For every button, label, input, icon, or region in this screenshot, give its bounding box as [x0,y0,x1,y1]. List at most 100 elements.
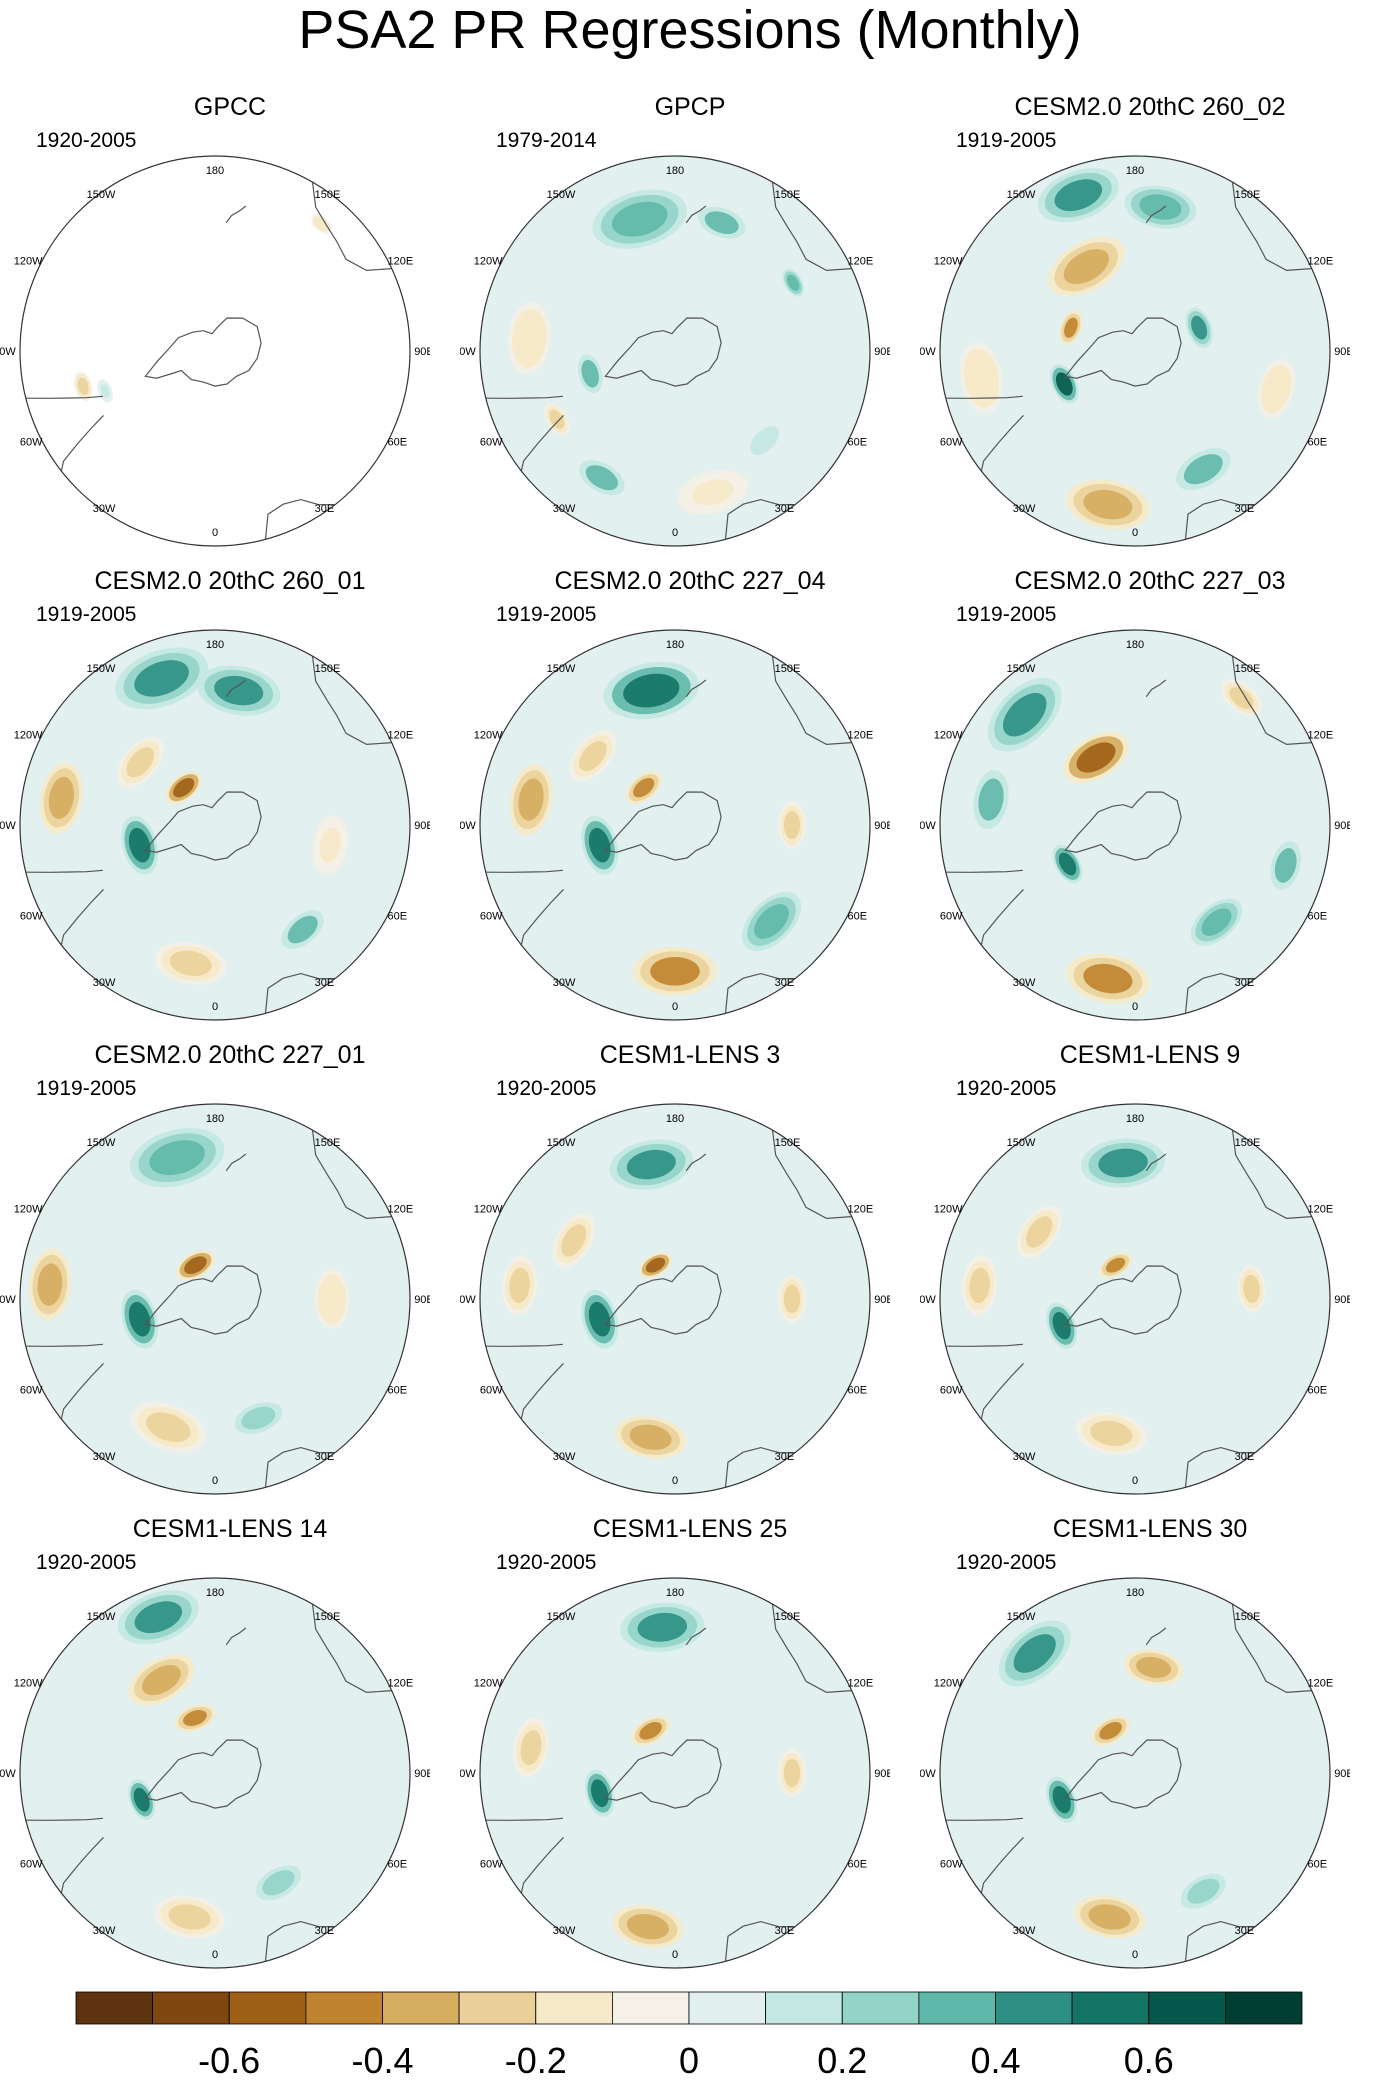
longitude-label: 120W [934,1678,963,1690]
antarctica-coast [1064,1265,1182,1335]
longitude-label: 150W [87,1611,116,1623]
polar-map: 0 30E 60E 90E 120E 150E 180 150W 120W 90W 60W 30W [460,629,890,1021]
longitude-label: 150E [315,1137,341,1149]
longitude-label: 90W [920,820,936,832]
longitude-label: 150E [315,1611,341,1623]
longitude-label: 0 [672,1475,678,1487]
longitude-label: 180 [1126,165,1144,177]
anomaly-blob [1002,692,1047,737]
south-america-coast [945,395,1023,399]
longitude-label: 120W [474,730,503,742]
new-zealand-coast [225,1153,247,1172]
longitude-label: 150W [547,1611,576,1623]
anomaly-blob [1099,1722,1122,1740]
panel-years: 1919-2005 [956,129,1057,152]
anomaly-blob [149,1140,205,1176]
anomaly-blob [1088,1904,1131,1930]
south-america-coast-east [520,1362,564,1420]
longitude-label: 30E [775,977,795,989]
new-zealand-coast [685,1153,707,1172]
anomaly-blob [549,409,565,429]
colorbar-box [152,1991,230,2025]
map-panel: CESM2.0 20thC 260_01 1919-2005 0 30E 60E 90E 1… [0,566,460,1040]
africa-coast [1184,972,1256,1014]
australia-coast [771,1130,852,1220]
australia-coast [771,182,852,272]
colorbar-tick-label: 0.6 [1124,2040,1174,2081]
australia-coast [311,656,392,746]
longitude-label: 90E [414,1768,430,1780]
australia-coast [1231,1130,1312,1220]
south-america-coast-east [520,414,564,472]
longitude-label: 30W [1013,503,1036,515]
longitude-label: 90E [1334,346,1350,358]
longitude-label: 30E [1235,977,1255,989]
longitude-label: 120E [1308,256,1334,268]
colorbar-tick-label: -0.6 [198,2040,260,2081]
longitude-label: 60W [480,911,503,923]
longitude-label: 90W [460,1768,476,1780]
longitude-label: 90W [920,1294,936,1306]
longitude-label: 150E [315,189,341,201]
anomaly-blob [1243,1274,1260,1303]
field-layer [940,1578,1330,1968]
field-layer [940,630,1330,1020]
antarctica-coast [1064,317,1182,387]
anomaly-blob [1139,194,1182,220]
field-background [940,1104,1330,1494]
colorbar-tick-label: -0.4 [351,2040,413,2081]
africa-coast [264,1920,336,1962]
polar-map: 0 30E 60E 90E 120E 150E 180 150W 120W 90W 60W 30W [920,1103,1350,1495]
anomaly-blob [585,465,619,491]
longitude-label: 120W [14,730,43,742]
colorbar-box [1148,1991,1226,2025]
longitude-label: 90E [414,346,430,358]
longitude-label: 30E [1235,1451,1255,1463]
longitude-label: 150W [547,189,576,201]
longitude-label: 120E [848,1204,874,1216]
longitude-label: 0 [1132,1001,1138,1013]
longitude-label: 120W [14,1204,43,1216]
longitude-label: 30E [1235,1925,1255,1937]
longitude-label: 150E [1235,1611,1261,1623]
longitude-label: 150E [315,663,341,675]
longitude-label: 120W [934,730,963,742]
longitude-label: 0 [212,1001,218,1013]
field-layer [480,156,870,546]
south-america-coast-east [60,1836,104,1894]
south-america-coast-east [60,888,104,946]
longitude-label: 150W [547,1137,576,1149]
new-zealand-coast [225,1627,247,1646]
longitude-label: 180 [1126,1113,1144,1125]
anomaly-blob [1265,371,1288,407]
panel-years: 1920-2005 [496,1551,597,1574]
longitude-label: 60E [388,437,408,449]
antarctica-coast [144,791,262,861]
longitude-label: 30W [93,1451,116,1463]
longitude-label: 90E [874,346,890,358]
anomaly-blob [978,778,1004,821]
new-zealand-coast [1145,679,1167,698]
longitude-label: 60E [1308,1859,1328,1871]
anomaly-blob [629,1424,672,1450]
panel-years: 1920-2005 [956,1551,1057,1574]
panel-years: 1920-2005 [36,129,137,152]
antarctica-coast [144,317,262,387]
south-america-coast-east [60,414,104,472]
field-background [20,1104,410,1494]
longitude-label: 120W [474,1678,503,1690]
africa-coast [264,1446,336,1488]
south-america-coast-east [980,1362,1024,1420]
map-border [19,629,411,1021]
longitude-label: 90W [0,1294,16,1306]
colorbar-tick-label: 0 [679,2040,699,2081]
colorbar-box [305,1991,383,2025]
new-zealand-coast [685,679,707,698]
antarctica-coast [604,791,722,861]
longitude-label: 30E [315,1925,335,1937]
longitude-label: 30W [1013,1925,1036,1937]
panel-title: CESM1-LENS 14 [132,1515,328,1543]
longitude-label: 90W [460,1294,476,1306]
longitude-label: 120E [388,256,414,268]
